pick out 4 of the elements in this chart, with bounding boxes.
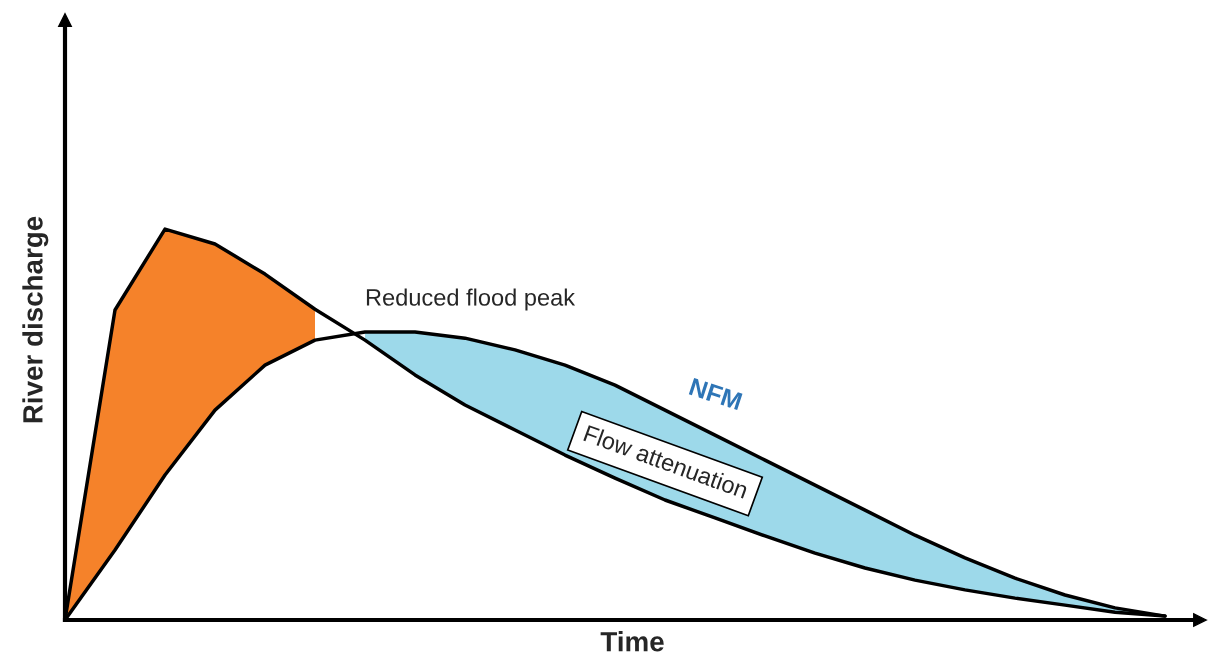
y-axis-title: River discharge (22, 216, 49, 423)
text: NFM (688, 377, 743, 411)
x-axis-title: Time (600, 631, 664, 652)
annotation: Reduced flood peak (366, 288, 576, 311)
